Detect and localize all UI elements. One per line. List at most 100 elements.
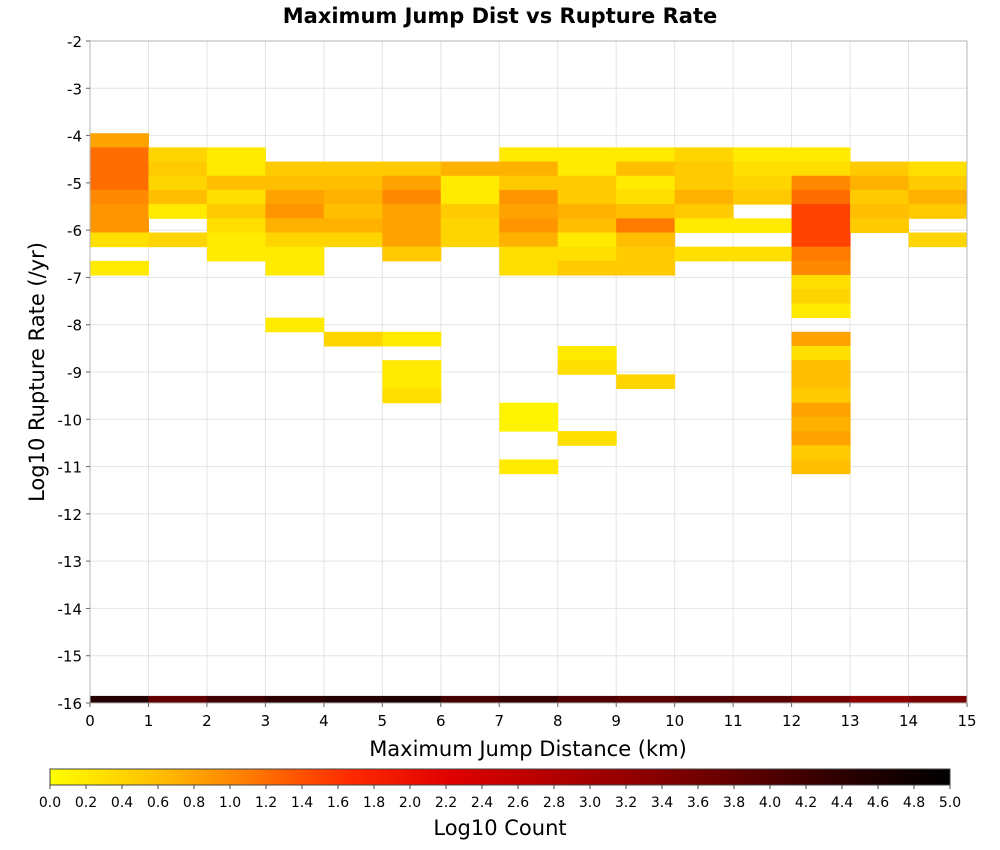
colorbar	[49, 768, 951, 786]
heatmap-cell	[733, 147, 793, 163]
heatmap-cell	[850, 218, 910, 234]
x-axis-label: Maximum Jump Distance (km)	[369, 737, 687, 761]
heatmap-cell	[265, 695, 325, 704]
heatmap-cell	[206, 161, 266, 177]
colorbar-tick-label: 1.8	[363, 795, 385, 811]
x-tick-label: 5	[378, 712, 388, 730]
colorbar-tick-label: 1.2	[255, 795, 277, 811]
heatmap-cell	[791, 246, 851, 262]
y-tick-label: -15	[58, 648, 83, 666]
heatmap-cell	[616, 161, 676, 177]
heatmap-cell	[323, 695, 383, 704]
colorbar-tick-label: 2.2	[435, 795, 457, 811]
heatmap-cell	[908, 695, 968, 704]
heatmap-cell	[440, 161, 500, 177]
y-tick-label: -10	[58, 411, 83, 429]
heatmap-cell	[382, 189, 442, 205]
heatmap-cell	[499, 161, 559, 177]
x-tick-label: 9	[611, 712, 621, 730]
heatmap-cell	[90, 260, 149, 276]
heatmap-cell	[499, 260, 559, 276]
heatmap-cell	[791, 388, 851, 404]
colorbar-tick-label: 3.6	[687, 795, 709, 811]
heatmap-cell	[557, 147, 617, 163]
y-axis-ticks: -2 -3 -4 -5 -6 -7 -8 -9 -10 -11 -12 -13 -14 -15 -16	[58, 33, 90, 713]
heatmap-cell	[674, 204, 734, 219]
heatmap-cell	[733, 161, 793, 177]
heatmap-cell	[791, 260, 851, 276]
x-tick-label: 4	[319, 712, 329, 730]
heatmap-cell	[733, 189, 793, 205]
heatmap-cell	[148, 695, 208, 704]
chart-title: Maximum Jump Dist vs Rupture Rate	[283, 4, 717, 28]
colorbar-tick-label: 3.2	[615, 795, 637, 811]
colorbar-tick-label: 0.8	[183, 795, 205, 811]
heatmap-cell	[616, 147, 676, 163]
heatmap-cell	[382, 204, 442, 219]
heatmap-cell	[791, 331, 851, 347]
heatmap-cell	[148, 232, 208, 248]
heatmap-cell	[148, 147, 208, 163]
x-tick-label: 1	[144, 712, 154, 730]
heatmap-cell	[791, 459, 851, 475]
colorbar-tick-label: 2.8	[543, 795, 565, 811]
heatmap-cell	[557, 189, 617, 205]
heatmap-cell	[557, 218, 617, 234]
heatmap-cell	[908, 189, 968, 205]
x-axis-ticks: 0 1 2 3 4 5 6 7 8 9 10 11 12 13 14 15	[85, 703, 977, 730]
heatmap-cell	[791, 218, 851, 234]
heatmap-cell	[265, 161, 325, 177]
heatmap-cell	[440, 695, 500, 704]
heatmap-cell	[850, 204, 910, 219]
heatmap-cell	[382, 695, 442, 704]
heatmap-cell	[90, 161, 149, 177]
heatmap-cell	[791, 416, 851, 432]
heatmap-cell	[791, 189, 851, 205]
colorbar-tick-label: 1.6	[327, 795, 349, 811]
heatmap-cell	[557, 431, 617, 446]
colorbar-tick-label: 0.0	[39, 795, 61, 811]
heatmap-cell	[265, 260, 325, 276]
x-tick-label: 10	[665, 712, 684, 730]
x-tick-label: 3	[261, 712, 271, 730]
heatmap-cell	[206, 218, 266, 234]
heatmap-cell	[791, 289, 851, 304]
colorbar-tick-label: 3.8	[723, 795, 745, 811]
heatmap-cell	[148, 204, 208, 219]
heatmap-cell	[499, 147, 559, 163]
y-tick-label: -13	[58, 553, 83, 571]
heatmap-cell	[206, 189, 266, 205]
heatmap-cell	[908, 175, 968, 191]
heatmap-cell	[616, 189, 676, 205]
colorbar-tick-label: 1.0	[219, 795, 241, 811]
heatmap-cell	[440, 232, 500, 248]
heatmap-cell	[557, 204, 617, 219]
heatmap-cell	[148, 189, 208, 205]
heatmap-cell	[733, 218, 793, 234]
heatmap-cell	[616, 218, 676, 234]
heatmap-cell	[791, 147, 851, 163]
colorbar-tick-label: 4.2	[795, 795, 817, 811]
y-tick-label: -8	[67, 317, 82, 335]
colorbar-ticks: 0.0 0.2 0.4 0.6 0.8 1.0 1.2 1.4 1.6 1.8 2.0 2.2 2.4 2…	[39, 785, 961, 811]
heatmap-cell	[557, 260, 617, 276]
x-tick-label: 0	[85, 712, 95, 730]
heatmap-cell	[557, 695, 617, 704]
heatmap-cell	[791, 303, 851, 319]
heatmap-cell	[265, 218, 325, 234]
colorbar-tick-label: 2.6	[507, 795, 529, 811]
heatmap-cell	[791, 360, 851, 375]
heatmap-cell	[499, 246, 559, 262]
heatmap-cell	[265, 232, 325, 248]
heatmap-cell	[265, 175, 325, 191]
heatmap-cell	[499, 416, 559, 432]
y-axis-label: Log10 Rupture Rate (/yr)	[25, 242, 49, 502]
heatmap-cell	[90, 175, 149, 191]
heatmap-cell	[499, 189, 559, 205]
heatmap-cell	[791, 275, 851, 290]
heatmap-cell	[616, 695, 676, 704]
heatmap-cell	[382, 161, 442, 177]
x-tick-label: 12	[782, 712, 801, 730]
heatmap-cell	[265, 317, 325, 333]
